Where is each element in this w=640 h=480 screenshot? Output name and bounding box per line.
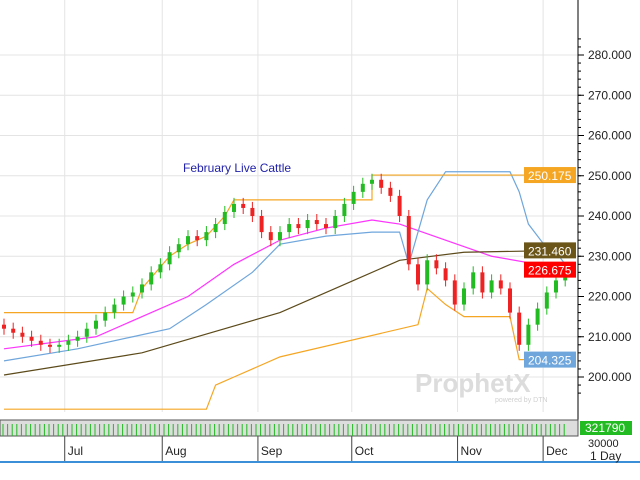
- price-label-box: [524, 242, 576, 259]
- candle-body: [434, 260, 439, 269]
- volume-panel: [0, 419, 579, 437]
- indicator-line: [3, 171, 566, 362]
- candle-body: [176, 244, 181, 253]
- indicator-line: [3, 249, 566, 376]
- price-label-box: [524, 351, 576, 368]
- candle-body: [167, 252, 172, 265]
- candle-body: [397, 195, 402, 216]
- candle-body: [554, 280, 558, 293]
- y-tick-label: 280.000: [588, 48, 632, 62]
- candle-body: [213, 224, 218, 233]
- price-label-box: [524, 167, 576, 184]
- candle-body: [241, 203, 246, 208]
- candle-body: [11, 328, 16, 333]
- y-tick-label: 250.000: [588, 169, 632, 183]
- candle-body: [84, 328, 89, 337]
- candle-body: [370, 179, 374, 184]
- candle-body: [130, 292, 135, 297]
- candle-body: [20, 332, 25, 337]
- x-tick-label: Nov: [461, 444, 482, 458]
- candle-body: [2, 324, 6, 329]
- candle-body: [406, 216, 411, 265]
- candle-body: [29, 336, 34, 341]
- x-tick-label: Sep: [261, 444, 283, 458]
- volume-axis-label: 30000: [588, 438, 619, 450]
- candle-body: [351, 191, 356, 204]
- candle-body: [342, 203, 347, 216]
- candle-body: [121, 296, 126, 305]
- interval-label: 1 Day: [590, 449, 621, 463]
- candle-body: [443, 268, 448, 281]
- y-tick-label: 270.000: [588, 88, 632, 102]
- candle-body: [388, 187, 393, 196]
- y-tick-label: 210.000: [588, 330, 632, 344]
- candle-body: [195, 236, 200, 241]
- candle-body: [526, 324, 531, 345]
- candle-body: [222, 211, 227, 225]
- price-label: 250.175: [528, 169, 572, 183]
- x-tick-label: Aug: [165, 444, 186, 458]
- candle-body: [480, 272, 485, 293]
- candle-body: [186, 236, 190, 245]
- volume-label: 321790: [585, 421, 625, 435]
- candle-body: [360, 183, 365, 192]
- candle-body: [333, 216, 338, 229]
- y-tick-label: 260.000: [588, 129, 632, 143]
- x-tick-label: Jul: [68, 444, 83, 458]
- x-tick-label: Oct: [355, 444, 374, 458]
- candle-body: [498, 280, 503, 289]
- x-tick-label: Dec: [546, 444, 567, 458]
- candle-body: [103, 312, 108, 321]
- candle-body: [425, 260, 430, 285]
- y-tick-label: 230.000: [588, 249, 632, 263]
- price-label: 231.460: [528, 244, 572, 258]
- candle-body: [462, 288, 466, 305]
- candle-body: [452, 280, 457, 305]
- candle-body: [379, 179, 384, 188]
- candle-body: [112, 304, 117, 313]
- candle-body: [305, 220, 310, 229]
- candle-body: [268, 232, 273, 241]
- candle-body: [204, 232, 209, 241]
- candle-body: [489, 280, 494, 293]
- candle-body: [57, 344, 62, 347]
- candle-body: [508, 288, 512, 313]
- chart-title: February Live Cattle: [183, 161, 291, 175]
- candle-body: [296, 224, 301, 229]
- candle-body: [232, 203, 236, 212]
- candle-body: [259, 216, 264, 233]
- candle-body: [471, 272, 476, 289]
- price-label: 204.325: [528, 354, 572, 368]
- candle-body: [324, 224, 328, 229]
- candle-body: [158, 264, 163, 273]
- candle-body: [140, 284, 144, 293]
- price-label: 226.675: [528, 264, 572, 278]
- y-tick-label: 200.000: [588, 370, 632, 384]
- candle-body: [287, 224, 292, 233]
- watermark-subtitle: powered by DTN: [495, 397, 548, 404]
- price-label-box: [524, 261, 576, 278]
- candle-body: [544, 292, 549, 309]
- candle-body: [149, 272, 154, 285]
- candle-body: [517, 312, 522, 345]
- candle-body: [250, 207, 255, 216]
- candle-body: [94, 320, 98, 329]
- candle-body: [535, 308, 540, 325]
- candle-body: [278, 232, 282, 241]
- watermark-logo: ProphetX: [415, 368, 531, 398]
- candle-body: [38, 340, 43, 345]
- candle-body: [75, 336, 80, 341]
- candle-body: [416, 264, 420, 285]
- indicator-line: [4, 287, 566, 410]
- y-tick-label: 240.000: [588, 209, 632, 223]
- candle-body: [314, 220, 319, 225]
- volume-label-box: [580, 421, 632, 435]
- candle-body: [48, 344, 52, 347]
- candle-body: [66, 340, 71, 345]
- y-tick-label: 220.000: [588, 290, 632, 304]
- indicator-line: [3, 219, 566, 350]
